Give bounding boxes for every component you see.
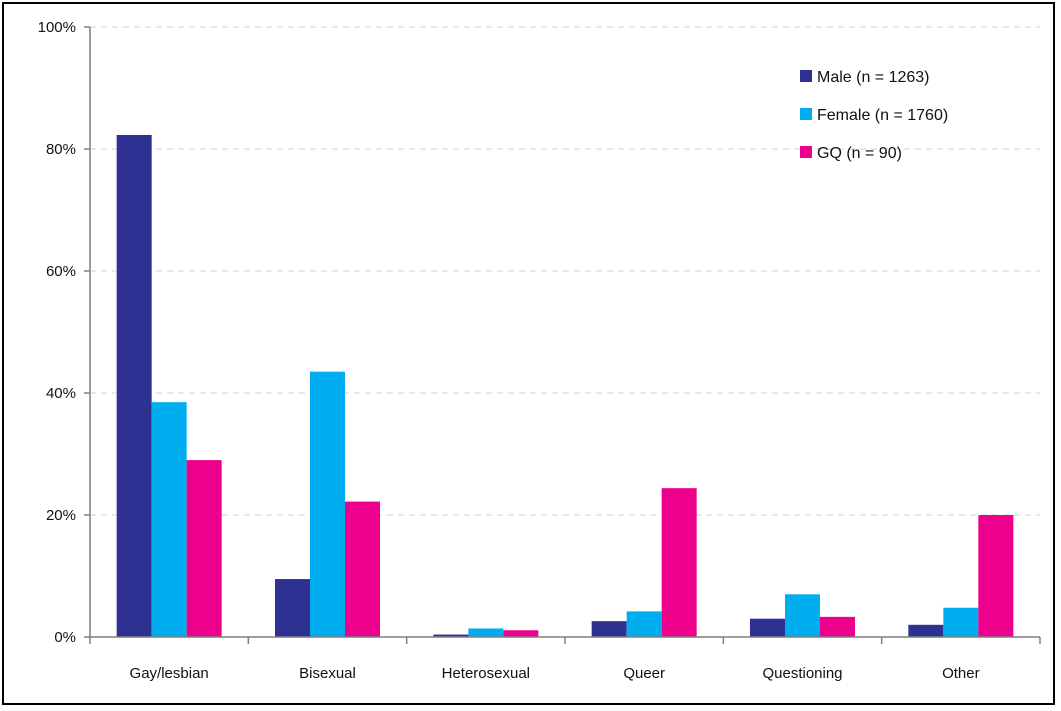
bar — [591, 621, 627, 637]
bar — [978, 515, 1014, 637]
bar — [275, 579, 310, 637]
y-tick-label: 80% — [46, 141, 76, 158]
legend-swatch — [800, 146, 812, 158]
bar — [116, 134, 152, 637]
legend-label: Male (n = 1263) — [817, 69, 930, 86]
x-tick-label: Gay/lesbian — [130, 665, 209, 682]
y-tick-label: 40% — [46, 385, 76, 402]
x-tick-label: Questioning — [762, 665, 842, 682]
bar — [433, 634, 469, 637]
bar — [626, 611, 662, 637]
legend-label: Female (n = 1760) — [817, 107, 948, 124]
x-tick-label: Heterosexual — [442, 665, 530, 682]
x-tick-label: Bisexual — [299, 665, 356, 682]
legend-swatch — [800, 108, 812, 120]
legend-swatch — [800, 70, 812, 82]
bar — [186, 460, 222, 637]
bar — [503, 630, 539, 637]
y-tick-label: 20% — [46, 507, 76, 524]
y-tick-label: 60% — [46, 263, 76, 280]
y-tick-label: 100% — [38, 19, 76, 36]
bar — [310, 371, 345, 637]
bar — [785, 594, 820, 637]
x-tick-label: Other — [942, 665, 980, 682]
bar — [820, 616, 855, 637]
bar — [661, 488, 697, 637]
bar — [468, 628, 504, 637]
bar — [151, 402, 187, 637]
bar — [750, 618, 785, 637]
y-tick-label: 0% — [54, 629, 76, 646]
x-tick-label: Queer — [623, 665, 665, 682]
bar — [908, 624, 944, 637]
bar — [943, 607, 979, 637]
bar — [345, 501, 380, 637]
legend-label: GQ (n = 90) — [817, 145, 902, 162]
